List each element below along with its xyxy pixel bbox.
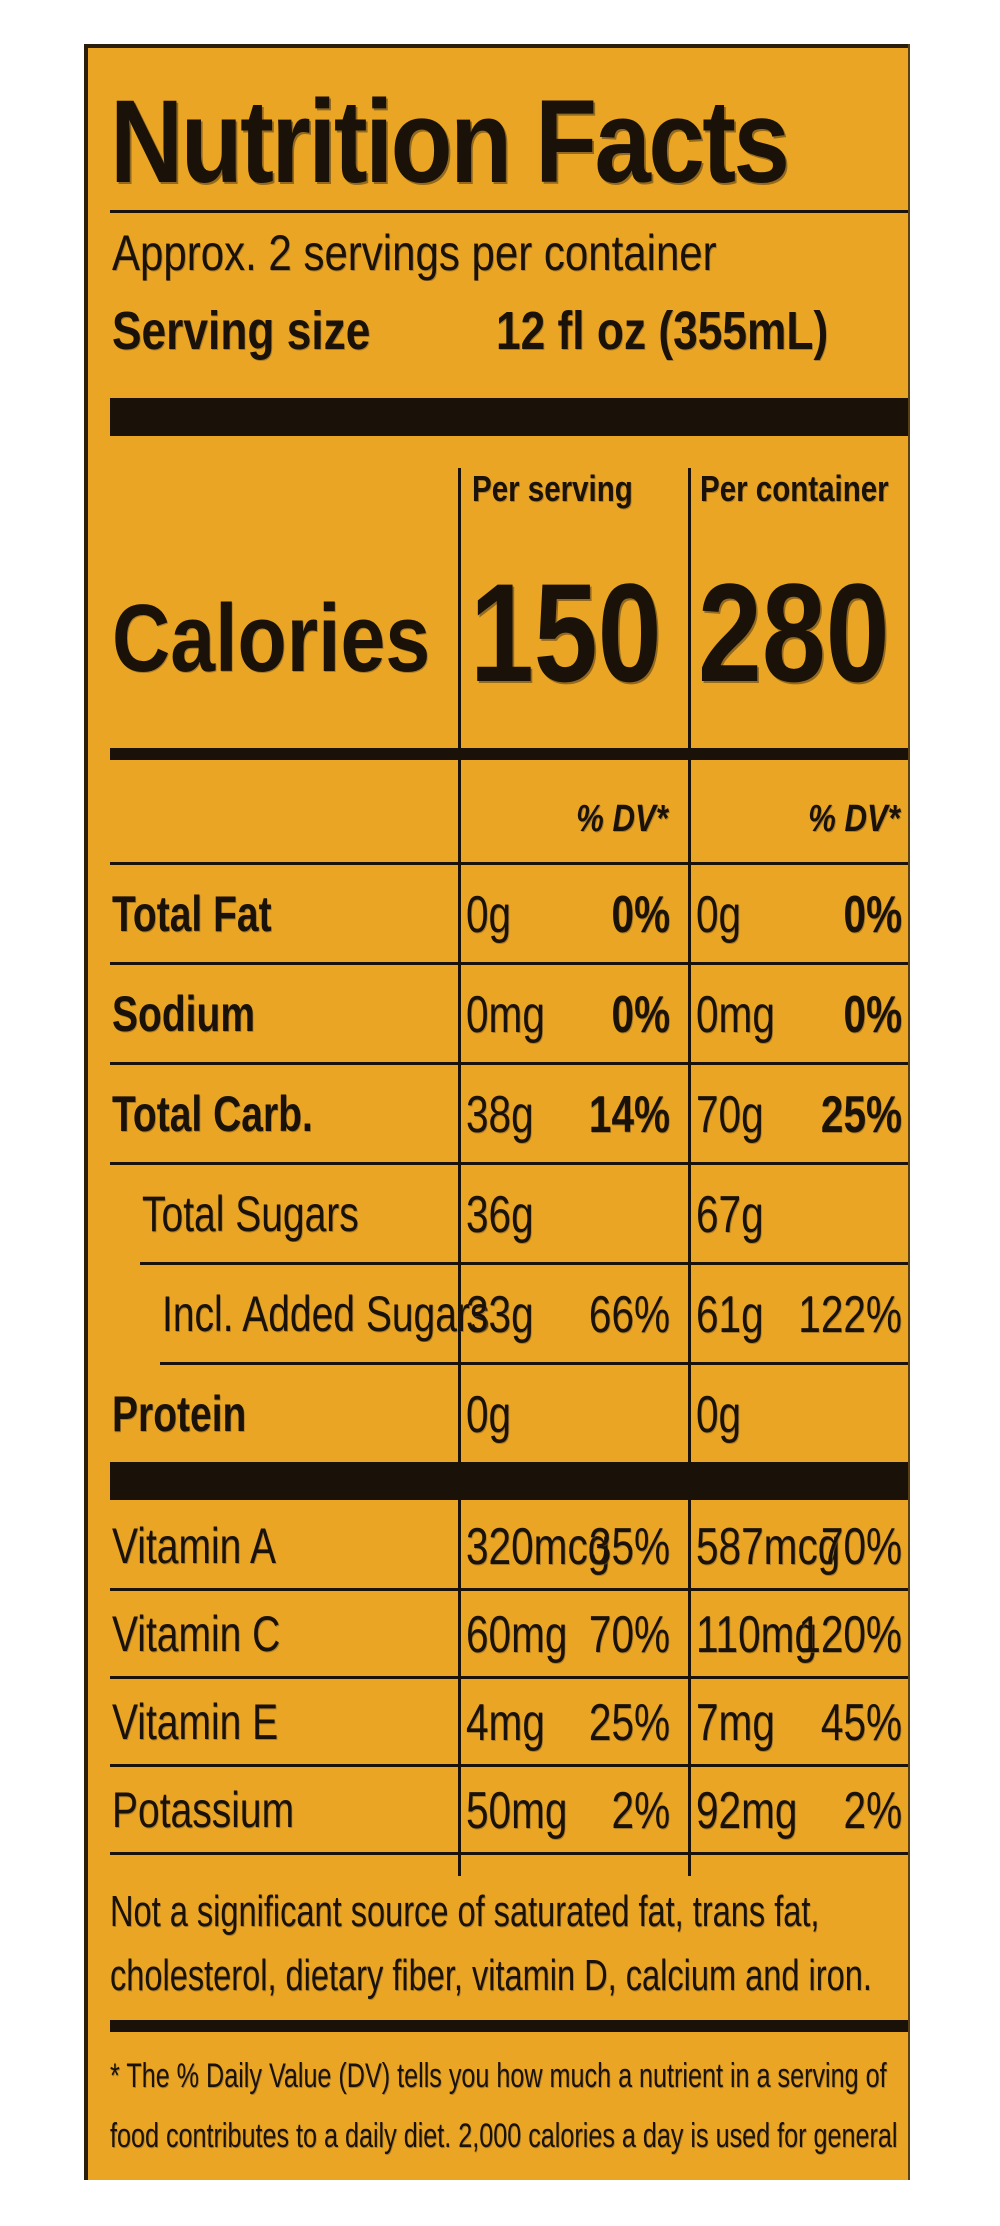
dv-header-serving: % DV* — [576, 798, 668, 840]
calories-per-serving: 150 — [470, 554, 662, 711]
nutrient-name: Potassium — [112, 1782, 295, 1838]
serving-amount: 0mg — [466, 986, 545, 1044]
nutrient-name: Vitamin E — [112, 1694, 279, 1750]
container-amount: 0mg — [696, 986, 775, 1044]
serving-dv: 0% — [611, 986, 670, 1044]
serving-dv: 35% — [588, 1518, 670, 1576]
serving-amount: 4mg — [466, 1694, 545, 1752]
container-amount: 70g — [696, 1086, 764, 1144]
calories-per-container: 280 — [698, 554, 890, 711]
container-dv: 0% — [843, 986, 902, 1044]
container-amount: 67g — [696, 1186, 764, 1244]
serving-amount: 320mcg — [466, 1518, 611, 1576]
row-divider — [110, 1062, 908, 1065]
container-amount: 110mg — [696, 1606, 818, 1664]
calories-label: Calories — [112, 585, 431, 692]
container-dv: 25% — [820, 1086, 902, 1144]
footnote-divider — [110, 2020, 908, 2032]
nutrient-name: Total Fat — [112, 886, 272, 942]
container-dv: 2% — [843, 1782, 902, 1840]
serving-size-label: Serving size — [112, 301, 371, 361]
nutrition-facts-label: Nutrition Facts Approx. 2 servings per c… — [84, 44, 910, 2180]
nutrient-name: Protein — [112, 1386, 247, 1442]
row-divider — [110, 1162, 908, 1165]
serving-amount: 0g — [466, 886, 512, 944]
calories-divider — [110, 748, 908, 760]
serving-amount: 33g — [466, 1286, 534, 1344]
row-divider — [110, 862, 908, 865]
container-dv: 70% — [820, 1518, 902, 1576]
column-divider-serving — [458, 468, 461, 1876]
not-significant-note: Not a significant source of saturated fa… — [110, 1887, 872, 2000]
container-dv: 45% — [820, 1694, 902, 1752]
dv-footnote: * The % Daily Value (DV) tells you how m… — [110, 2057, 898, 2180]
container-amount: 61g — [696, 1286, 764, 1344]
nutrient-name: Sodium — [112, 986, 255, 1042]
serving-dv: 0% — [611, 886, 670, 944]
per-serving-header: Per serving — [472, 468, 633, 509]
container-amount: 0g — [696, 1386, 742, 1444]
container-amount: 7mg — [696, 1694, 775, 1752]
serving-amount: 60mg — [466, 1606, 568, 1664]
divider — [110, 210, 908, 213]
serving-dv: 2% — [611, 1782, 670, 1840]
label-title: Nutrition Facts — [110, 76, 790, 208]
serving-amount: 38g — [466, 1086, 534, 1144]
nutrient-name: Total Carb. — [112, 1086, 313, 1142]
row-divider — [160, 1362, 908, 1365]
container-amount: 92mg — [696, 1782, 798, 1840]
vitamin-divider — [110, 1462, 908, 1500]
container-dv: 0% — [843, 886, 902, 944]
thick-divider — [110, 398, 908, 436]
nutrient-name: Vitamin C — [112, 1606, 281, 1662]
nutrient-name: Incl. Added Sugars — [162, 1286, 490, 1342]
serving-dv: 70% — [588, 1606, 670, 1664]
dv-header-container: % DV* — [808, 798, 900, 840]
row-divider — [110, 1852, 908, 1855]
container-amount: 0g — [696, 886, 742, 944]
serving-dv: 66% — [588, 1286, 670, 1344]
servings-per-container: Approx. 2 servings per container — [112, 225, 717, 281]
row-divider — [110, 1764, 908, 1767]
serving-amount: 0g — [466, 1386, 512, 1444]
row-divider — [110, 962, 908, 965]
serving-dv: 25% — [588, 1694, 670, 1752]
serving-amount: 36g — [466, 1186, 534, 1244]
container-dv: 122% — [798, 1286, 902, 1344]
row-divider — [110, 1588, 908, 1591]
row-divider — [110, 1676, 908, 1679]
nutrient-name: Vitamin A — [112, 1518, 277, 1574]
serving-size-value: 12 fl oz (355mL) — [496, 301, 829, 361]
per-container-header: Per container — [700, 468, 889, 509]
container-amount: 587mcg — [696, 1518, 841, 1576]
container-dv: 120% — [798, 1606, 902, 1664]
serving-amount: 50mg — [466, 1782, 568, 1840]
column-divider-container — [688, 468, 691, 1876]
row-divider — [140, 1262, 908, 1265]
serving-dv: 14% — [588, 1086, 670, 1144]
nutrient-name: Total Sugars — [142, 1186, 359, 1242]
